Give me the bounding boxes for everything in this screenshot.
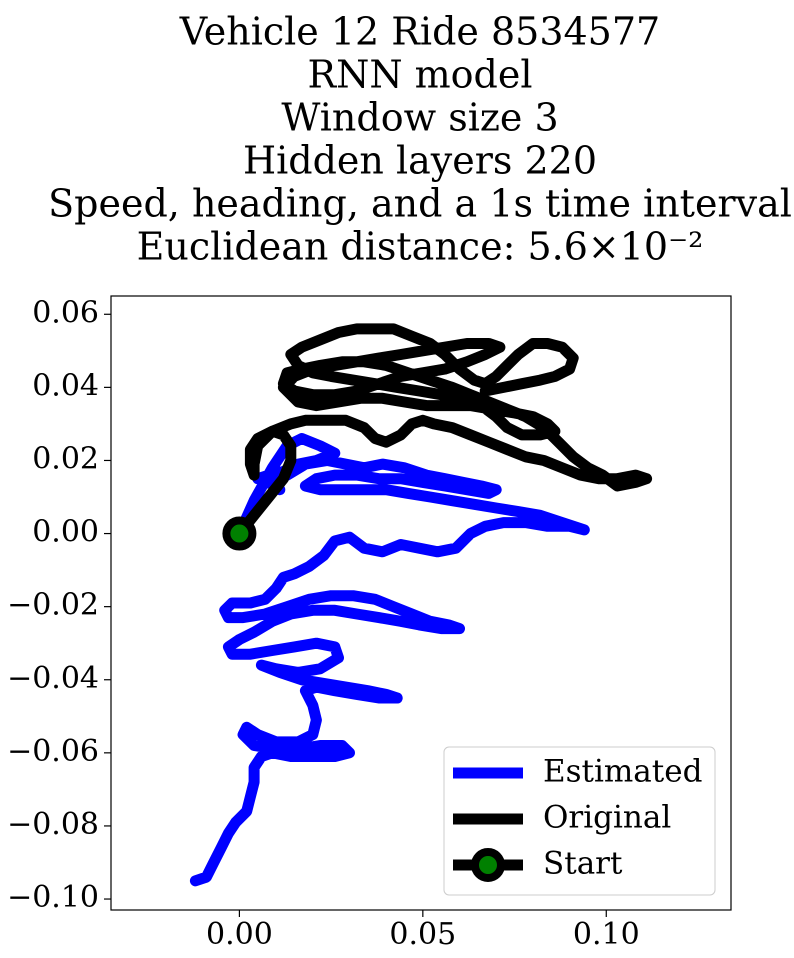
- legend-box: [443, 746, 716, 896]
- title-line: Speed, heading, and a 1s time interval: [48, 182, 792, 226]
- legend-label: Original: [543, 800, 671, 836]
- legend-label: Start: [543, 846, 623, 882]
- y-tick-label: −0.04: [7, 661, 99, 696]
- y-tick-label: 0.06: [32, 295, 99, 330]
- series-line-original: [233, 323, 653, 540]
- y-tick-label: −0.10: [7, 880, 99, 915]
- x-tick-label: 0.05: [389, 917, 456, 952]
- y-tick-label: 0.00: [32, 515, 99, 550]
- series-group: [189, 323, 653, 887]
- legend-label: Estimated: [543, 754, 702, 790]
- legend-start-marker: [471, 848, 505, 882]
- title-line: Window size 3: [281, 96, 558, 140]
- y-axis: 0.06 0.04 0.02 0.00 −0.02 −0.04 −0.06 −0.08 −0.1…: [7, 295, 111, 915]
- series-line-estimated: [189, 433, 590, 887]
- y-tick-label: −0.08: [7, 807, 99, 842]
- title-line: RNN model: [307, 53, 532, 97]
- title-line: Hidden layers 220: [243, 139, 597, 183]
- y-tick-label: 0.04: [32, 368, 99, 403]
- y-tick-label: −0.02: [7, 588, 99, 623]
- y-tick-label: 0.02: [32, 441, 99, 476]
- title-line: Vehicle 12 Ride 8534577: [179, 10, 660, 54]
- legend: Estimated Original Start: [443, 746, 716, 896]
- x-tick-label: 0.00: [206, 917, 273, 952]
- title-line: Euclidean distance: 5.6×10⁻²: [137, 225, 704, 269]
- x-tick-label: 0.10: [573, 917, 640, 952]
- plot-area: [110, 295, 732, 911]
- start-marker: [222, 516, 257, 551]
- x-axis: 0.00 0.05 0.10: [206, 910, 640, 952]
- y-tick-label: −0.06: [7, 734, 99, 769]
- plot-frame: [110, 295, 732, 911]
